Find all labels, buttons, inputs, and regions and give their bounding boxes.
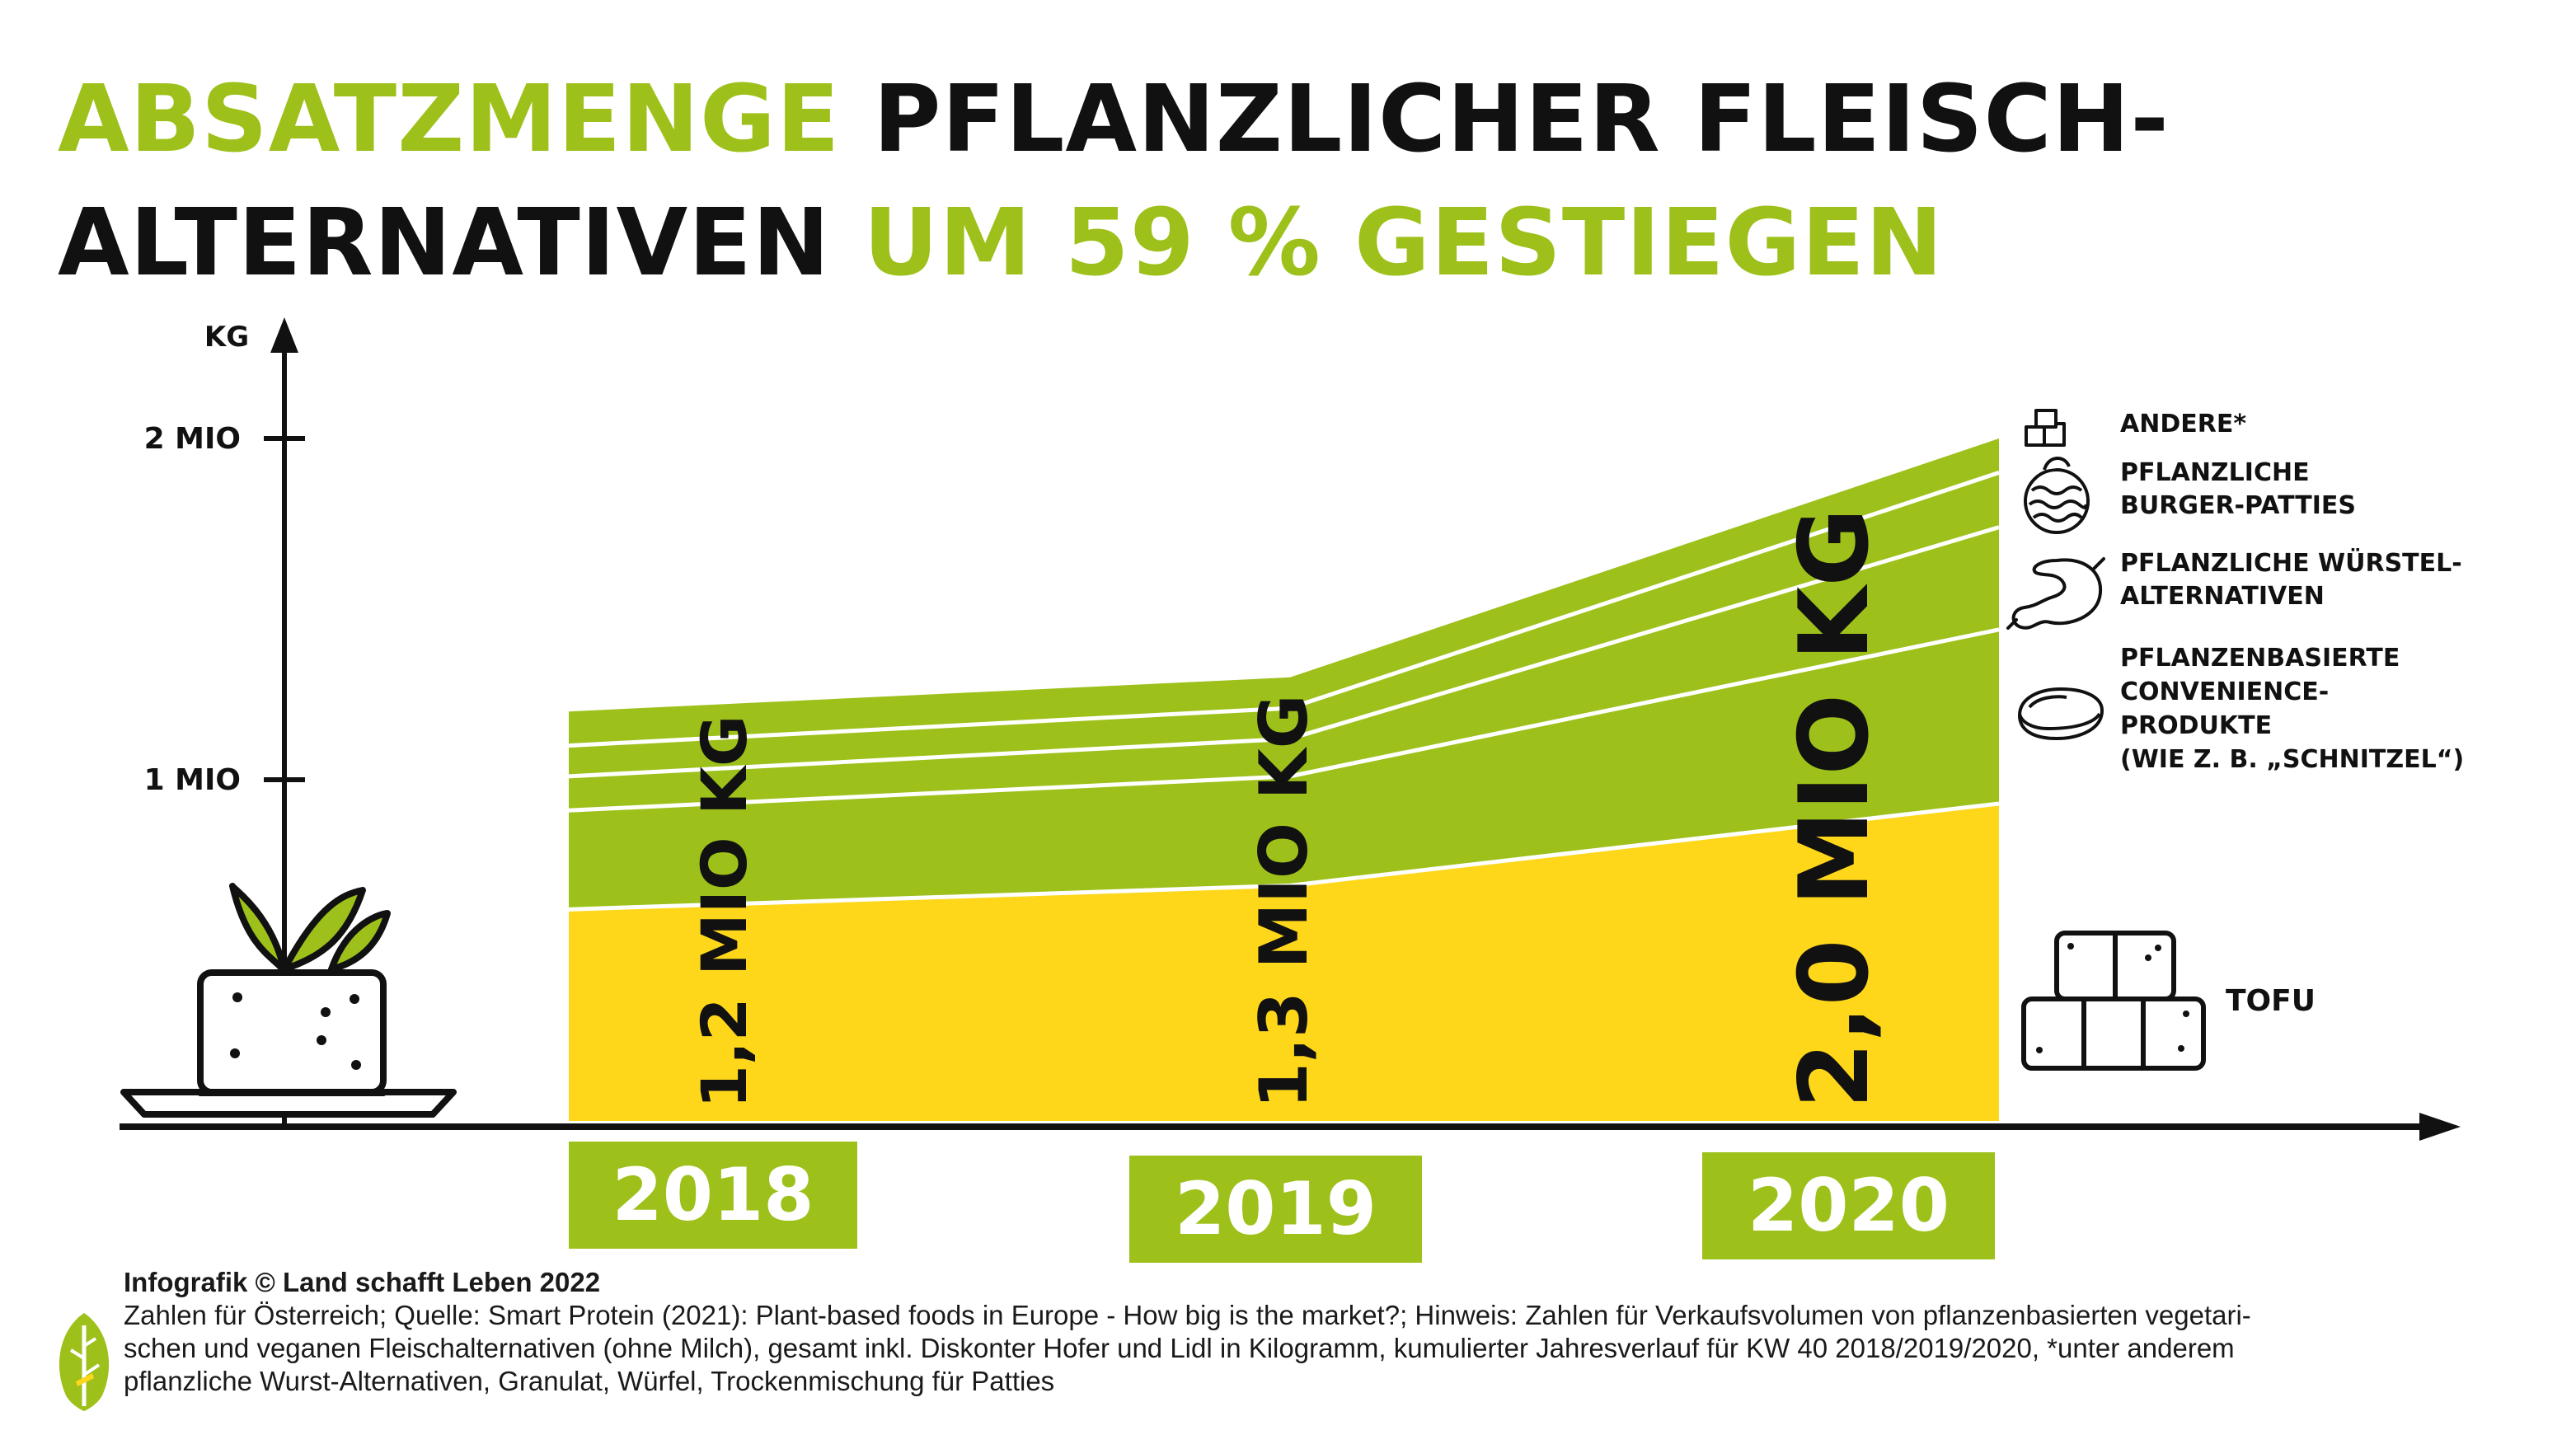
tofu-icon [2021, 931, 2206, 1071]
legend-label-andere: ANDERE* [2120, 410, 2246, 438]
area-series-4 [569, 438, 1999, 746]
title-part-2: PFLANZLICHER FLEISCH- [840, 66, 2170, 173]
area-tofu [569, 803, 1999, 1121]
legend-label-convenience-2: CONVENIENCE- [2120, 678, 2329, 706]
series-boundary-lines [568, 471, 2000, 912]
legend-label-wuerstel-2: ALTERNATIVEN [2120, 582, 2325, 611]
legend-label-convenience-4: (WIE Z. B. „SCHNITZEL“) [2120, 745, 2464, 774]
year-box [1129, 1156, 1422, 1263]
burger-patty-icon [2024, 457, 2090, 534]
year-box [569, 1142, 857, 1249]
boundary-line [568, 471, 2000, 748]
page-title: ABSATZMENGE PFLANZLICHER FLEISCH- ALTERN… [58, 58, 2448, 305]
legend-item-andere: ANDERE* [2025, 409, 2246, 447]
y-axis-arrow [270, 317, 298, 353]
total-label-2020: 2,0 MIO KG [1779, 508, 1890, 1109]
x-category-2018: 2018 [569, 1142, 857, 1249]
total-label-2019: 1,3 MIO KG [1246, 695, 1322, 1109]
sausage-icon [2006, 557, 2105, 630]
y-tick-label: 2 MIO [144, 422, 241, 456]
area-series-1 [569, 629, 1999, 910]
legend-item-convenience: PFLANZENBASIERTE CONVENIENCE- PRODUKTE (… [2017, 644, 2464, 774]
legend-item-wuerstel: PFLANZLICHE WÜRSTEL- ALTERNATIVEN [2006, 547, 2462, 630]
legend-item-burger: PFLANZLICHE BURGER-PATTIES [2024, 457, 2356, 534]
title-part-1: ABSATZMENGE [58, 66, 841, 173]
legend-label-convenience-1: PFLANZENBASIERTE [2120, 644, 2400, 673]
title-part-4: UM 59 % GESTIEGEN [830, 190, 1944, 297]
total-labels: 1,2 MIO KG 1,3 MIO KG 2,0 MIO KG [687, 508, 1890, 1109]
y-tick-label: 1 MIO [144, 763, 241, 797]
footer-line-2: schen und veganen Fleischalternativen (o… [124, 1333, 2235, 1363]
footer-note: Infografik © Land schafft Leben 2022 Zah… [124, 1266, 2539, 1398]
legend-label-wuerstel-1: PFLANZLICHE WÜRSTEL- [2120, 547, 2462, 578]
tofu-plant-icon [120, 883, 457, 1118]
legend-label-convenience-3: PRODUKTE [2120, 711, 2272, 740]
area-series-3 [569, 472, 1999, 776]
legend-label-burger-2: BURGER-PATTIES [2120, 491, 2356, 520]
year-label: 2018 [612, 1152, 814, 1237]
area-series-2 [569, 527, 1999, 811]
boundary-line [568, 525, 2000, 779]
title-part-3: ALTERNATIVEN [58, 190, 831, 297]
y-axis-ticks: 1 MIO 2 MIO [144, 422, 305, 797]
legend-label-burger-1: PFLANZLICHE [2120, 458, 2310, 487]
boundary-line [568, 801, 2000, 912]
land-schafft-leben-logo [59, 1313, 110, 1411]
boundary-line [568, 627, 2000, 813]
legend-label-tofu: TOFU [2226, 984, 2316, 1018]
chart-areas [569, 438, 1999, 1121]
footer-credit: Infografik © Land schafft Leben 2022 [124, 1267, 601, 1297]
x-category-2020: 2020 [1702, 1152, 1995, 1259]
footer-line-3: pflanzliche Wurst-Alternativen, Granulat… [124, 1366, 1055, 1396]
year-label: 2019 [1175, 1166, 1377, 1251]
total-label-2018: 1,2 MIO KG [687, 715, 761, 1109]
x-axis-categories: 2018 2019 2020 [569, 1142, 1995, 1263]
x-axis-arrow [2419, 1113, 2461, 1141]
legend: ANDERE* PFLANZLICHE BURGER-PATTIES PFLAN… [2006, 409, 2464, 1071]
schnitzel-icon [2017, 687, 2104, 741]
x-category-2019: 2019 [1129, 1156, 1422, 1263]
legend-item-tofu: TOFU [2021, 931, 2316, 1071]
year-label: 2020 [1748, 1163, 1950, 1248]
cubes-icon [2025, 409, 2066, 447]
y-axis-label: KG [204, 321, 249, 354]
footer-line-1: Zahlen für Österreich; Quelle: Smart Pro… [124, 1300, 2251, 1330]
year-box [1702, 1152, 1995, 1259]
